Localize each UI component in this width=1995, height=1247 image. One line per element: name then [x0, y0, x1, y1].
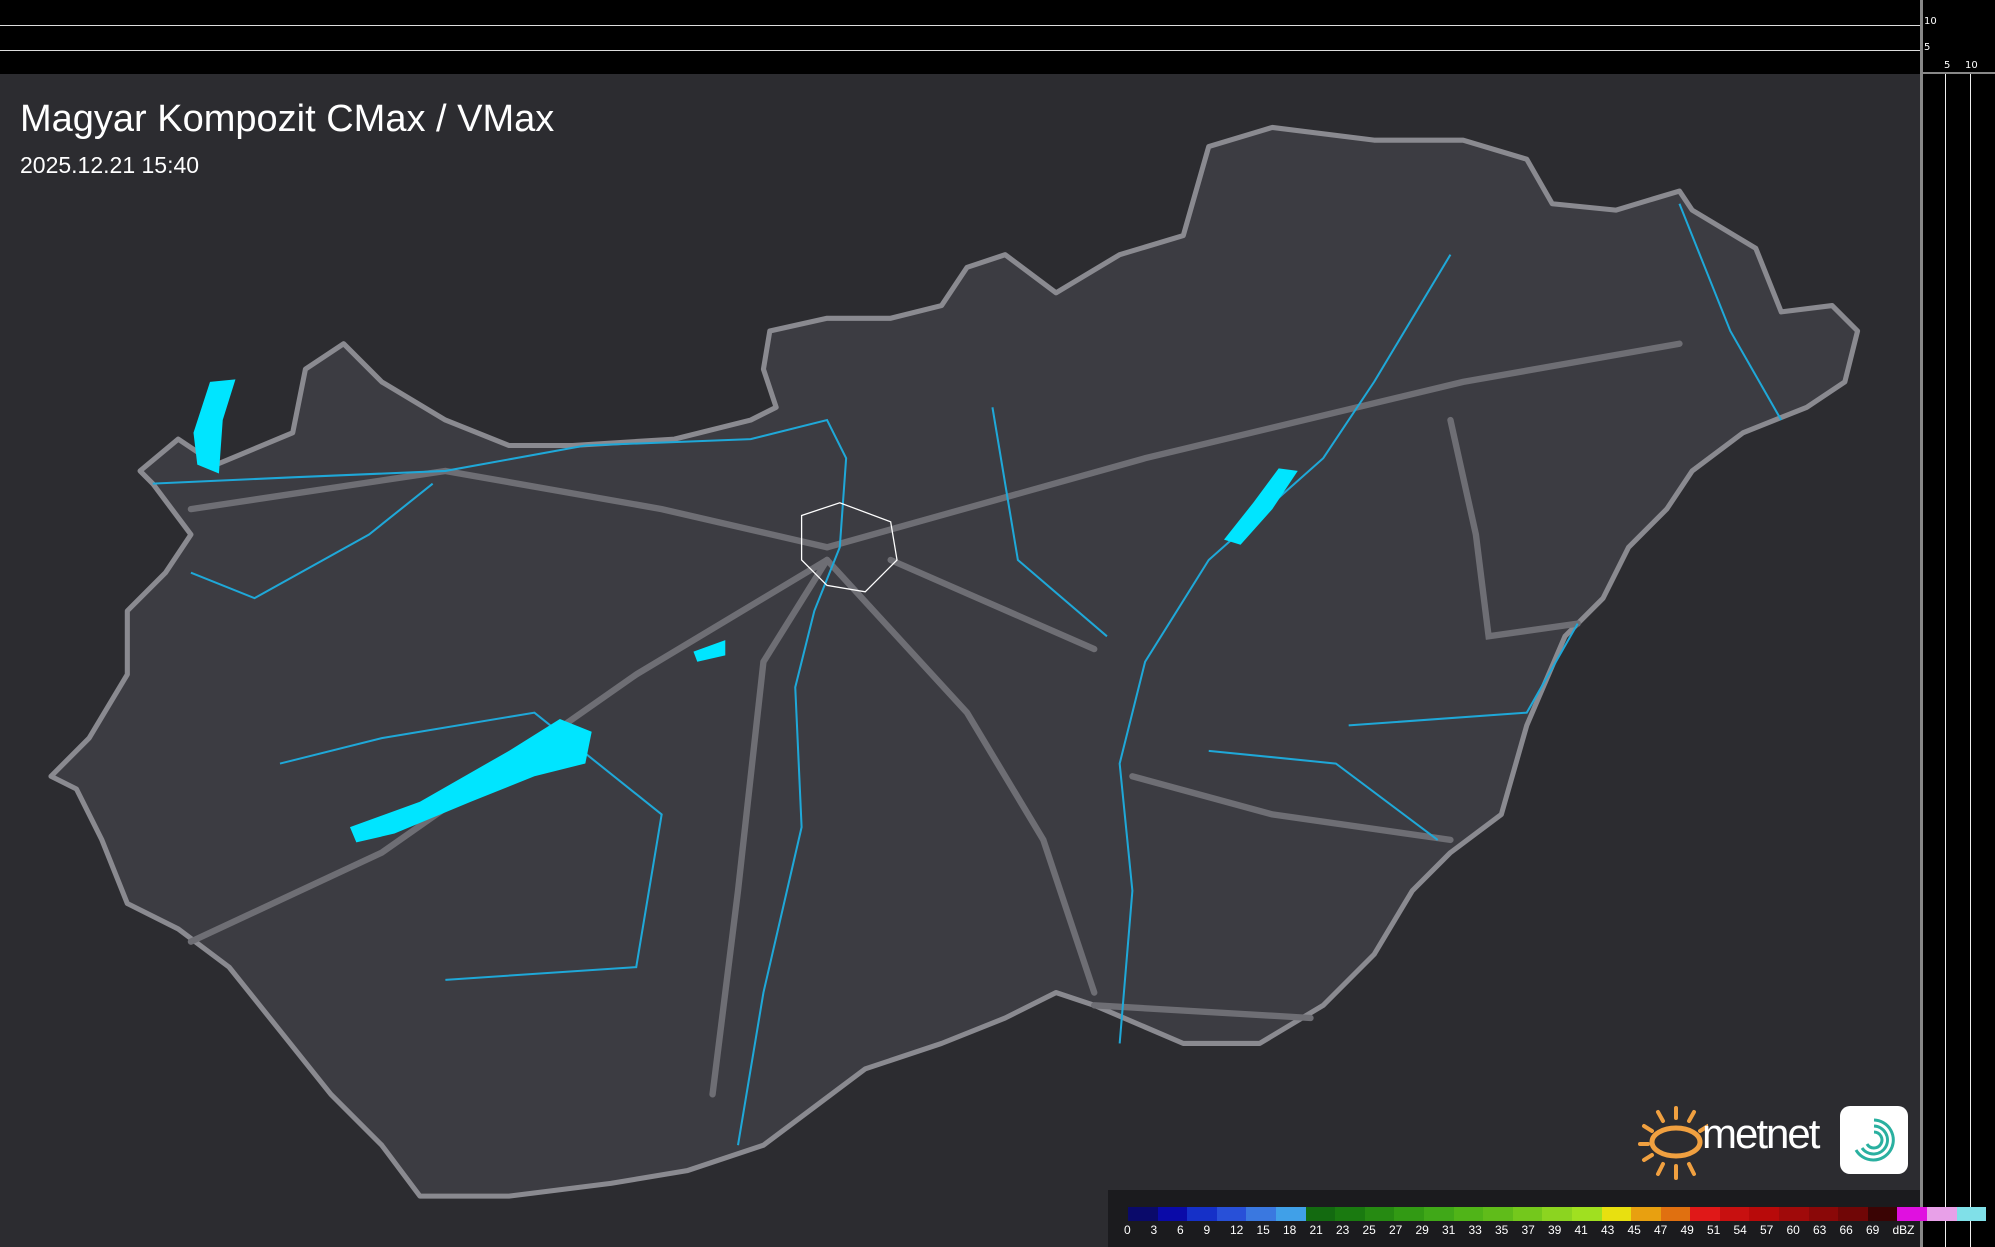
radar-map[interactable]: Magyar Kompozit CMax / VMax 2025.12.21 1…	[0, 74, 1920, 1247]
legend-label: 33	[1468, 1223, 1482, 1237]
side-scale-axis	[1920, 0, 1923, 1247]
legend-swatch	[1423, 1207, 1454, 1221]
legend-swatch	[1571, 1207, 1602, 1221]
hungary-map	[48, 124, 1861, 1199]
legend-swatch	[1690, 1207, 1720, 1221]
legend-swatch	[1927, 1207, 1957, 1221]
legend-swatch	[1394, 1207, 1424, 1221]
legend-swatch	[1275, 1207, 1306, 1221]
lake-ferto	[193, 379, 236, 474]
tick-label: 10	[1965, 60, 1978, 71]
legend-label: 3	[1150, 1223, 1158, 1237]
legend-label: 23	[1336, 1223, 1350, 1237]
metnet-logo-text: metnet	[1702, 1110, 1820, 1157]
legend-label: 21	[1309, 1223, 1323, 1237]
legend-label: 39	[1548, 1223, 1562, 1237]
legend-label: 18	[1283, 1223, 1297, 1237]
app-logo-icon	[1840, 1106, 1908, 1174]
legend-swatch	[1542, 1207, 1572, 1221]
legend-label: 54	[1733, 1223, 1747, 1237]
sun-logo-icon	[1638, 1106, 1708, 1180]
legend-label: 29	[1415, 1223, 1429, 1237]
legend-swatch	[1216, 1207, 1247, 1221]
legend-swatch	[1601, 1207, 1632, 1221]
legend-label: 69	[1866, 1223, 1880, 1237]
legend-label: 51	[1707, 1223, 1721, 1237]
legend-label: 57	[1760, 1223, 1774, 1237]
legend-swatch	[1719, 1207, 1750, 1221]
legend-label: 49	[1680, 1223, 1694, 1237]
roads	[187, 340, 1683, 1098]
legend-label: 63	[1813, 1223, 1827, 1237]
legend-label: 0	[1124, 1223, 1131, 1237]
legend-label: 6	[1177, 1223, 1184, 1237]
scale-line-5	[0, 50, 1921, 51]
legend-label: 47	[1654, 1223, 1668, 1237]
legend-swatch	[1157, 1207, 1188, 1221]
legend-label: 66	[1839, 1223, 1853, 1237]
legend-swatch	[1483, 1207, 1513, 1221]
legend-label: 45	[1627, 1223, 1641, 1237]
legend-label: 31	[1442, 1223, 1456, 1237]
map-title: Magyar Kompozit CMax / VMax	[20, 98, 555, 140]
map-timestamp: 2025.12.21 15:40	[20, 152, 200, 178]
legend-label: 60	[1786, 1223, 1800, 1237]
tick-label: 5	[1944, 60, 1951, 71]
legend-label: 9	[1203, 1223, 1211, 1237]
scale-line-v10	[1970, 74, 1971, 1247]
legend-label: 37	[1521, 1223, 1535, 1237]
legend-swatch	[1867, 1207, 1898, 1221]
rivers	[152, 203, 1783, 1146]
legend-swatch	[1453, 1207, 1484, 1221]
dbz-legend: 0 3 6 9 12 15 18 21 23 25 27 29 31 33 35 37 39 41 43 45 47 49…	[1108, 1190, 1987, 1247]
legend-swatch	[1838, 1207, 1868, 1221]
budapest-boundary	[800, 502, 898, 593]
legend-swatch	[1305, 1207, 1336, 1221]
tick-label: 5	[1924, 42, 1931, 53]
lakes	[193, 379, 1298, 843]
legend-swatch	[1660, 1207, 1691, 1221]
legend-swatch	[1779, 1207, 1809, 1221]
legend-label: 41	[1574, 1223, 1588, 1237]
legend-swatch	[1956, 1207, 1987, 1221]
scale-line-10	[0, 25, 1921, 26]
lake-velence	[693, 640, 726, 662]
legend-label: 25	[1362, 1223, 1376, 1237]
legend-label: 12	[1230, 1223, 1244, 1237]
legend-color-bar	[1128, 1207, 1987, 1221]
legend-label: 27	[1389, 1223, 1403, 1237]
legend-labels: 0 3 6 9 12 15 18 21 23 25 27 29 31 33 35 37 39 41 43 45 47 49…	[1124, 1223, 1919, 1237]
legend-label: 43	[1601, 1223, 1615, 1237]
legend-swatch	[1897, 1207, 1928, 1221]
top-scale-axis	[1920, 72, 1995, 74]
legend-swatch	[1246, 1207, 1276, 1221]
lake-tisza	[1223, 468, 1298, 545]
legend-swatch	[1128, 1207, 1158, 1221]
legend-swatch	[1187, 1207, 1217, 1221]
lake-balaton	[349, 719, 592, 843]
legend-swatch	[1335, 1207, 1365, 1221]
legend-swatch	[1631, 1207, 1661, 1221]
legend-swatch	[1749, 1207, 1780, 1221]
tick-label: 10	[1924, 16, 1937, 27]
legend-swatch	[1364, 1207, 1395, 1221]
legend-swatch	[1512, 1207, 1543, 1221]
legend-unit: dBZ	[1892, 1223, 1915, 1237]
legend-label: 35	[1495, 1223, 1509, 1237]
scale-line-v5	[1945, 74, 1946, 1247]
legend-label: 15	[1256, 1223, 1270, 1237]
legend-swatch	[1808, 1207, 1839, 1221]
country-area	[48, 124, 1861, 1199]
